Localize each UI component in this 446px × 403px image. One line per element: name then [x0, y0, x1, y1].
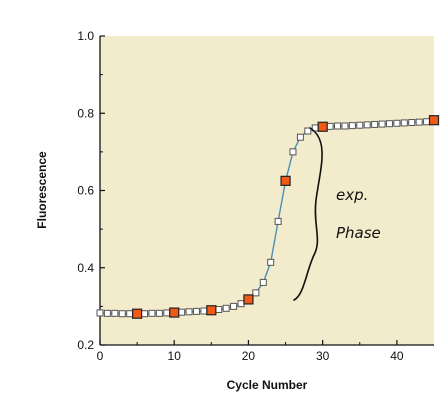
- data-point: [222, 304, 230, 312]
- highlighted-data-point: [206, 305, 217, 316]
- annotation-brace: [293, 127, 323, 301]
- annotation: exp. Phase: [293, 127, 381, 301]
- x-tick-label: 40: [390, 349, 404, 363]
- data-point: [296, 133, 304, 141]
- highlighted-data-point: [428, 115, 440, 126]
- data-point: [141, 310, 149, 318]
- highlighted-data-point: [132, 308, 143, 319]
- data-point: [185, 308, 193, 316]
- data-point: [304, 127, 312, 135]
- tick-labels: 0 10 20 30 40 0.2 0.4 0.6 0.8 1.0: [77, 29, 404, 363]
- plot-area: [100, 36, 434, 345]
- data-point: [252, 289, 260, 297]
- data-point: [230, 302, 238, 310]
- x-tick-label: 30: [316, 349, 330, 363]
- data-point: [178, 308, 186, 316]
- annotation-text-line1: exp.: [336, 186, 368, 204]
- y-axis-title: Fluorescence: [35, 151, 49, 229]
- data-point: [348, 122, 356, 130]
- highlighted-data-point: [317, 121, 328, 132]
- x-tick-label: 0: [97, 349, 104, 363]
- data-point: [341, 122, 349, 130]
- data-point: [400, 119, 408, 127]
- annotation-text-line2: Phase: [336, 224, 381, 242]
- data-point: [378, 120, 386, 128]
- y-tick-label: 0.2: [77, 338, 94, 352]
- data-point: [289, 148, 297, 156]
- data-point: [111, 309, 119, 317]
- data-point: [371, 120, 379, 128]
- data-point: [237, 300, 245, 308]
- y-tick-label: 0.8: [77, 106, 94, 120]
- data-point: [126, 310, 134, 318]
- data-point: [192, 307, 200, 315]
- x-tick-label: 10: [168, 349, 182, 363]
- data-point: [215, 305, 223, 313]
- y-tick-label: 1.0: [77, 29, 94, 43]
- y-tick-label: 0.4: [77, 261, 94, 275]
- data-point: [274, 217, 282, 225]
- data-point: [259, 278, 267, 286]
- data-point: [103, 309, 111, 317]
- y-tick-label: 0.6: [77, 184, 94, 198]
- data-point: [356, 121, 364, 129]
- data-point: [408, 119, 416, 127]
- x-tick-label: 20: [242, 349, 256, 363]
- data-point: [118, 310, 126, 318]
- tick-marks: [99, 35, 398, 346]
- data-point: [415, 118, 423, 126]
- x-axis-title: Cycle Number: [227, 378, 308, 392]
- data-point: [267, 258, 275, 266]
- data-point: [200, 307, 208, 315]
- data-point: [363, 121, 371, 129]
- data-point: [326, 122, 334, 130]
- highlighted-data-point: [169, 307, 180, 318]
- data-point: [385, 120, 393, 128]
- highlighted-data-point: [280, 175, 291, 186]
- data-point: [163, 309, 171, 317]
- data-point: [423, 118, 431, 126]
- highlighted-markers: [132, 115, 440, 319]
- highlighted-data-point: [243, 294, 254, 305]
- data-point: [155, 309, 163, 317]
- data-point: [148, 309, 156, 317]
- series-line: [99, 119, 435, 315]
- data-point: [334, 122, 342, 130]
- data-point: [96, 309, 104, 317]
- data-point: [393, 119, 401, 127]
